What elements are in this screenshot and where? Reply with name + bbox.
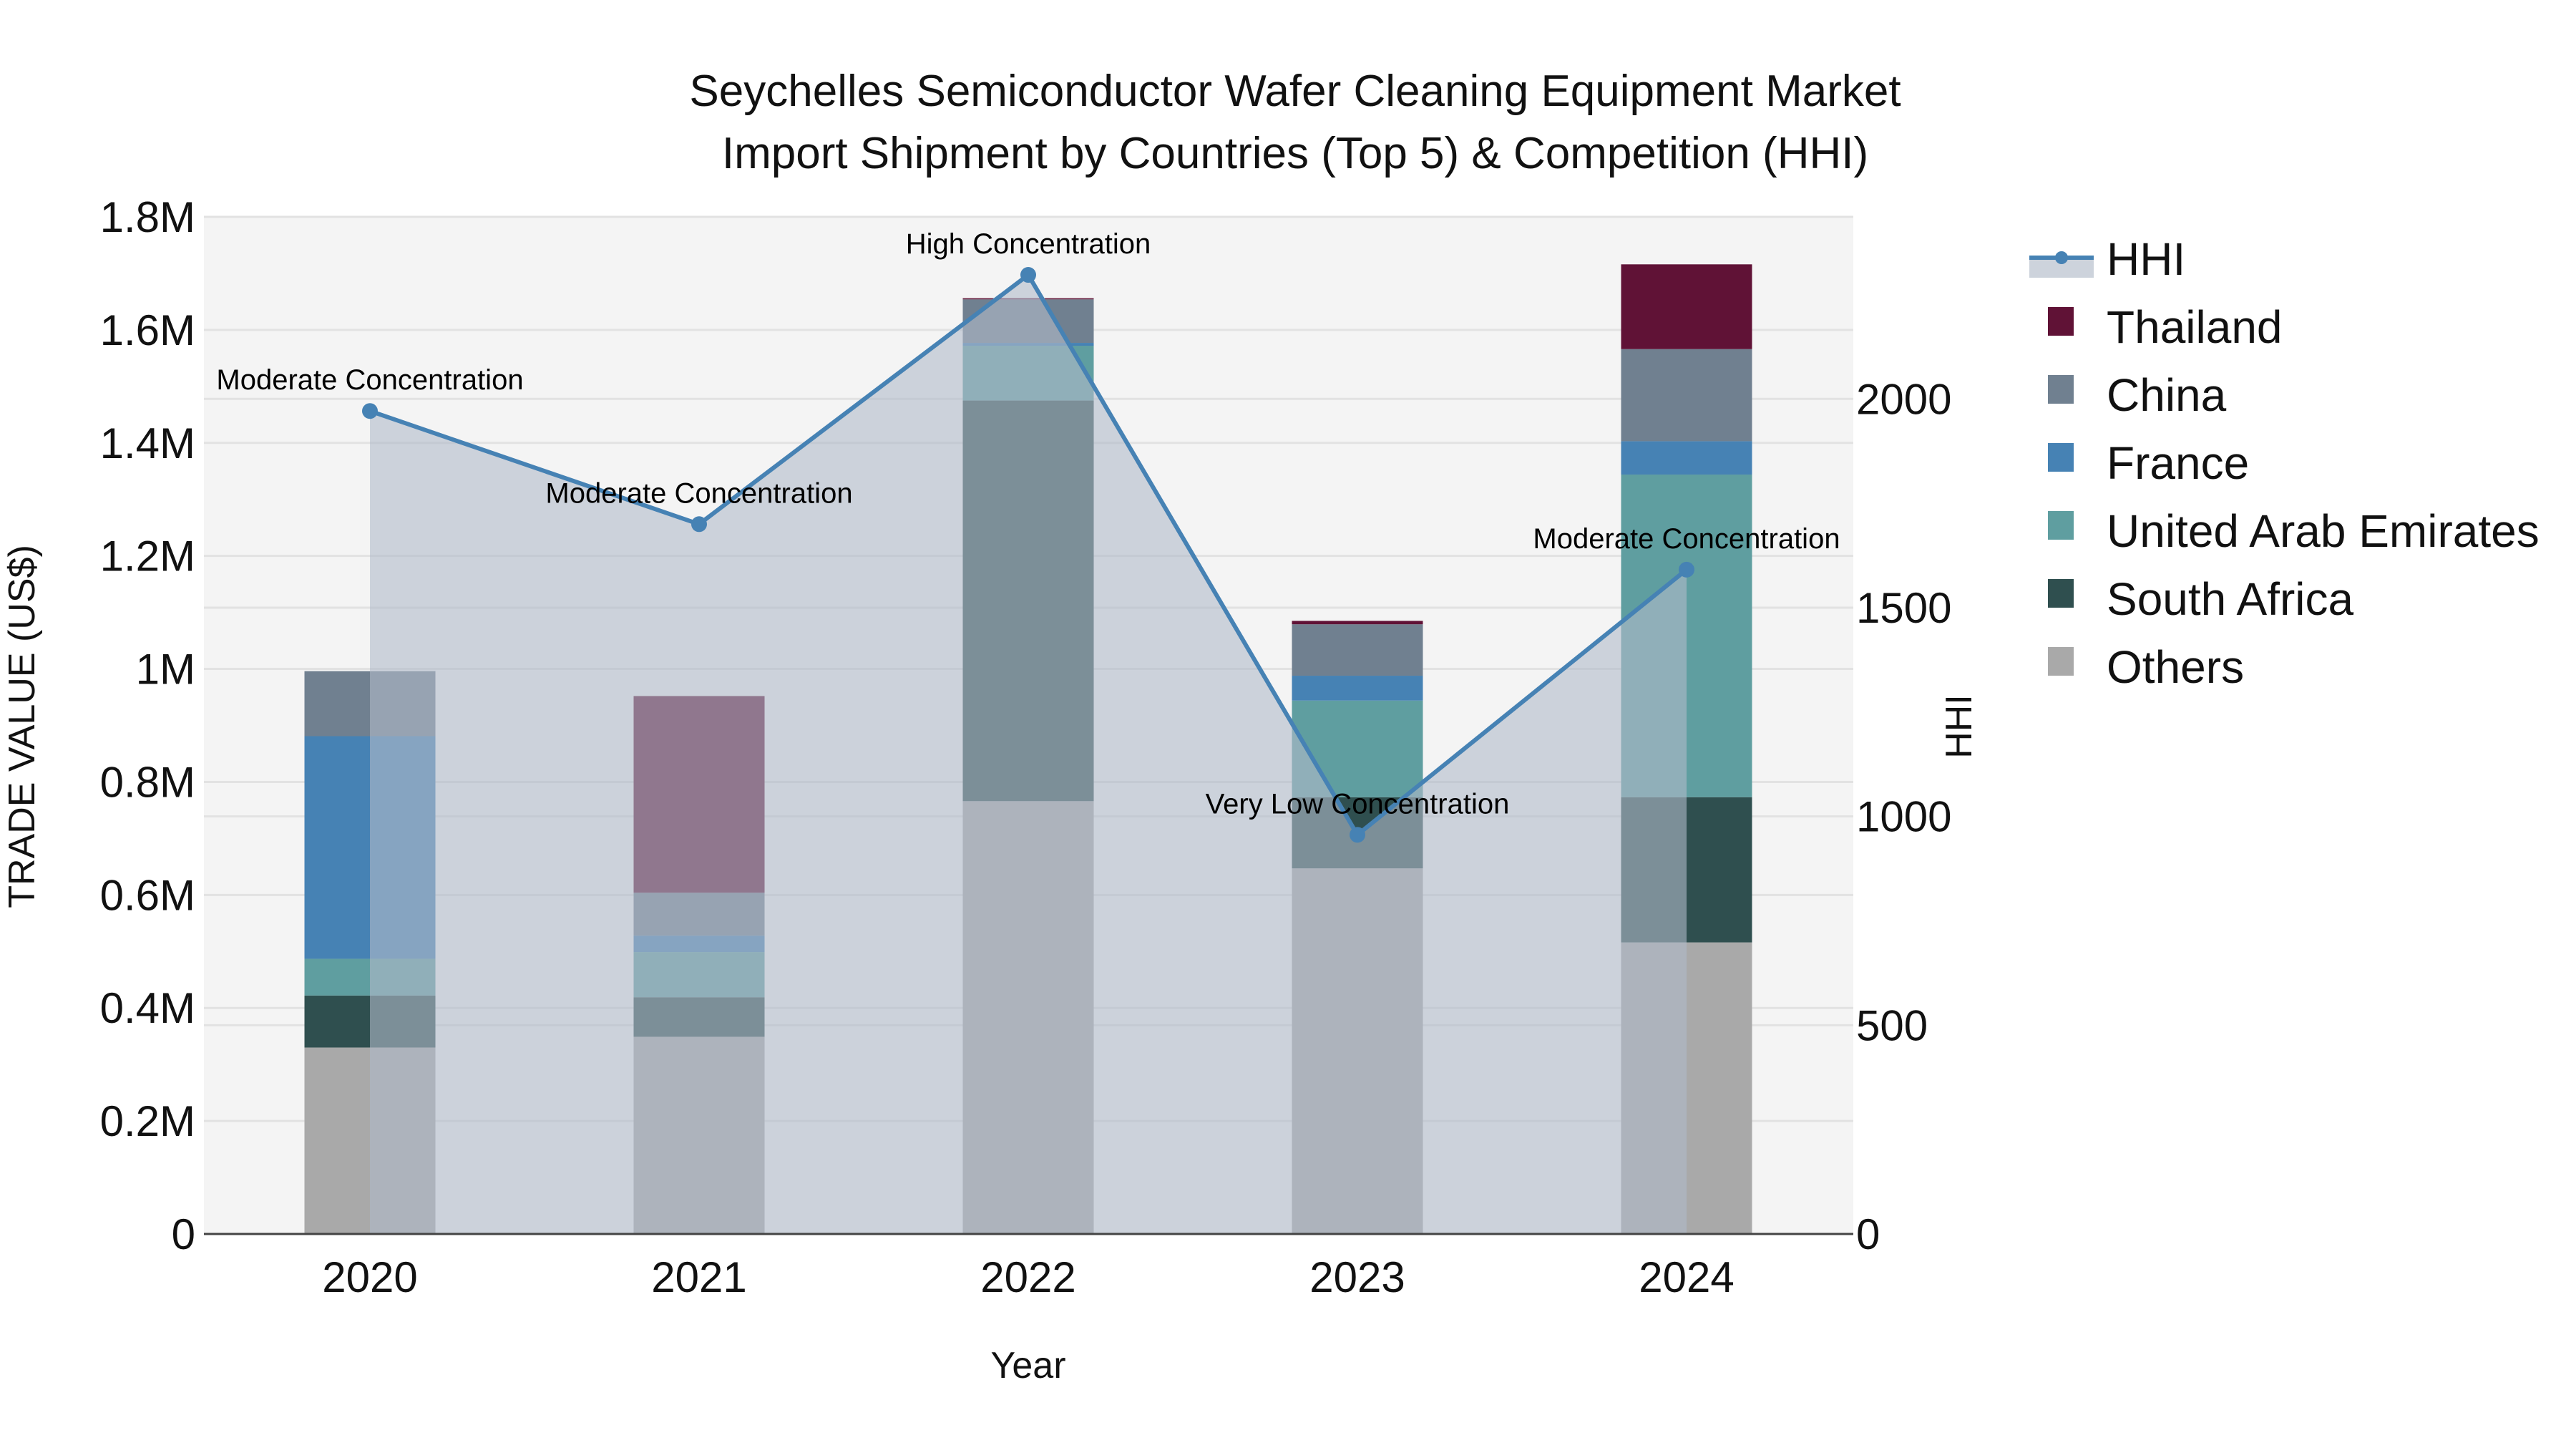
legend-item-others: Others	[2048, 641, 2244, 693]
x-tick-label: 2023	[1309, 1253, 1405, 1301]
legend-item-south-africa: South Africa	[2048, 573, 2354, 625]
bar-segment-france	[1621, 441, 1752, 475]
legend-item-united-arab-emirates: United Arab Emirates	[2048, 505, 2540, 557]
legend-label: United Arab Emirates	[2107, 505, 2540, 557]
y2-tick-label: 0	[1856, 1210, 1880, 1258]
hhi-fill-area	[370, 275, 1687, 1234]
y-tick-label: 1M	[136, 646, 195, 694]
hhi-point-2022	[1020, 267, 1036, 283]
hhi-annotation-2024: Moderate Concentration	[1533, 523, 1840, 555]
bar-segment-thailand	[1621, 264, 1752, 349]
y2-tick-label: 1500	[1856, 584, 1951, 632]
hhi-annotation-2022: High Concentration	[906, 228, 1151, 260]
bar-segment-china	[1292, 624, 1423, 676]
x-tick-label: 2021	[651, 1253, 746, 1301]
y-tick-label: 0	[172, 1210, 195, 1258]
legend-label: France	[2107, 437, 2249, 489]
hhi-line	[362, 267, 1694, 843]
y2-tick-label: 2000	[1856, 375, 1951, 423]
legend-swatch-icon	[2048, 307, 2074, 336]
y-tick-label: 1.8M	[100, 193, 195, 241]
hhi-annotations: Moderate Concentration Moderate Concentra…	[216, 228, 1840, 820]
y2-axis-ticks: 0 500 1000 1500 2000	[1856, 375, 1951, 1258]
hhi-point-2020	[362, 403, 378, 419]
legend-label: HHI	[2107, 233, 2185, 285]
legend-label: China	[2107, 369, 2227, 421]
chart-subtitle: Import Shipment by Countries (Top 5) & C…	[722, 129, 1868, 178]
hhi-point-2024	[1679, 561, 1694, 578]
x-axis-ticks: 2020 2021 2022 2023 2024	[322, 1253, 1734, 1301]
bar-segment-china	[1621, 349, 1752, 442]
y-tick-label: 0.4M	[100, 984, 195, 1032]
y-tick-label: 1.6M	[100, 306, 195, 354]
y-axis-title: TRADE VALUE (US$)	[1, 545, 43, 908]
legend-hhi-marker-icon	[2055, 251, 2068, 264]
legend-item-thailand: Thailand	[2048, 301, 2283, 353]
legend-swatch-icon	[2048, 511, 2074, 540]
legend-swatch-icon	[2048, 375, 2074, 404]
legend-label: South Africa	[2107, 573, 2354, 625]
y-tick-label: 0.6M	[100, 871, 195, 919]
y-tick-label: 1.2M	[100, 533, 195, 580]
y-tick-label: 0.8M	[100, 758, 195, 806]
chart-title: Seychelles Semiconductor Wafer Cleaning …	[689, 67, 1901, 116]
y2-tick-label: 500	[1856, 1001, 1928, 1049]
hhi-area-fill	[370, 275, 1687, 1234]
x-axis-title: Year	[990, 1345, 1065, 1386]
bar-segment-thailand	[1292, 621, 1423, 625]
x-tick-label: 2022	[980, 1253, 1075, 1301]
y-axis-ticks: 0 0.2M 0.4M 0.6M 0.8M 1M 1.2M 1.4M 1.6M 1.8M	[100, 193, 195, 1258]
legend: HHI Thailand China France United Arab Emirat…	[2029, 233, 2540, 693]
hhi-point-2023	[1350, 827, 1365, 843]
y2-axis-title: HHI	[1938, 694, 1980, 759]
hhi-annotation-2020: Moderate Concentration	[216, 364, 523, 396]
y-tick-label: 0.2M	[100, 1097, 195, 1145]
hhi-annotation-2023: Very Low Concentration	[1206, 788, 1510, 820]
y2-tick-label: 1000	[1856, 793, 1951, 841]
y-tick-label: 1.4M	[100, 419, 195, 467]
hhi-point-2021	[691, 516, 707, 533]
bar-segment-france	[1292, 676, 1423, 701]
legend-item-china: China	[2048, 369, 2227, 421]
legend-label: Others	[2107, 641, 2244, 693]
x-tick-label: 2024	[1639, 1253, 1734, 1301]
legend-item-hhi: HHI	[2029, 233, 2185, 285]
hhi-annotation-2021: Moderate Concentration	[545, 477, 852, 509]
legend-label: Thailand	[2107, 301, 2283, 353]
x-tick-label: 2020	[322, 1253, 417, 1301]
legend-item-france: France	[2048, 437, 2249, 489]
legend-swatch-icon	[2048, 579, 2074, 608]
legend-swatch-icon	[2048, 647, 2074, 676]
legend-swatch-icon	[2048, 443, 2074, 472]
